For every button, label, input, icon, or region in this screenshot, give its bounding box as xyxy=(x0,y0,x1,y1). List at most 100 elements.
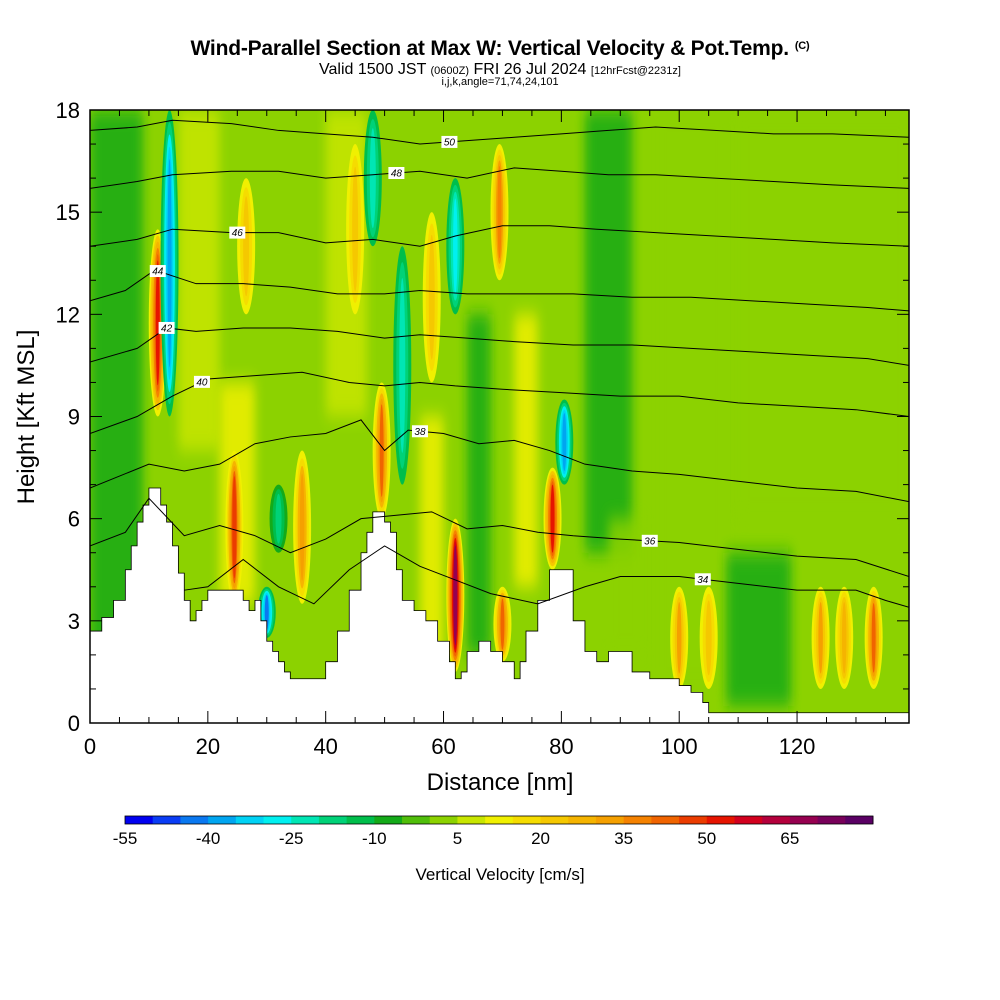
theta-label-42: 42 xyxy=(161,323,173,334)
theta-label-44: 44 xyxy=(152,267,164,278)
downdraft-core-6-level-2 xyxy=(275,493,282,544)
theta-label-34: 34 xyxy=(697,575,709,586)
theta-label-38: 38 xyxy=(414,427,426,438)
field-band-10 xyxy=(514,314,538,587)
field-band-4 xyxy=(584,110,633,553)
chart-title: Wind-Parallel Section at Max W: Vertical… xyxy=(190,37,810,60)
colorbar-label-65: 65 xyxy=(780,829,799,848)
colorbar-swatch-24 xyxy=(789,816,819,824)
field-band-9 xyxy=(419,416,444,672)
colorbar-label-35: 35 xyxy=(614,829,633,848)
downdraft-core-4-level-4 xyxy=(562,413,567,471)
downdraft-core-3-level-3 xyxy=(453,198,458,294)
updraft-core-12-level-2 xyxy=(705,600,712,676)
colorbar-swatch-1 xyxy=(152,816,181,824)
colorbar-swatch-19 xyxy=(651,816,680,824)
theta-contour-50 xyxy=(90,119,909,145)
updraft-core-9-level-2 xyxy=(352,166,359,292)
terrain-profile xyxy=(89,487,910,724)
colorbar-label-5: 5 xyxy=(453,829,462,848)
colorbar-swatch-0 xyxy=(125,816,154,824)
updraft-core-14-level-3 xyxy=(841,602,847,674)
theta-label-bg-36 xyxy=(641,534,658,547)
colorbar-swatch-20 xyxy=(679,816,708,824)
colorbar-swatch-7 xyxy=(318,816,348,824)
updraft-core-7-level-5 xyxy=(550,484,555,553)
colorbar-label--25: -25 xyxy=(279,829,304,848)
theta-label-bg-42 xyxy=(158,321,175,334)
colorbar-frame xyxy=(124,815,874,825)
field-band-7 xyxy=(738,110,909,519)
x-tick-label-0: 0 xyxy=(84,734,96,759)
y-tick-label-3: 3 xyxy=(68,609,80,634)
downdraft-core-2-level-2 xyxy=(399,278,406,453)
theta-contour-42 xyxy=(90,327,909,366)
updraft-core-13-level-3 xyxy=(818,602,823,674)
field-band-11 xyxy=(608,518,644,655)
theta-label-bg-38 xyxy=(411,425,428,438)
y-tick-label-9: 9 xyxy=(68,405,80,430)
x-tick-label-120: 120 xyxy=(779,734,816,759)
colorbar-swatch-2 xyxy=(180,816,209,824)
field-band-5 xyxy=(655,110,727,689)
updraft-core-10-level-2 xyxy=(428,234,435,360)
updraft-core-11-level-3 xyxy=(676,602,682,674)
colorbar-label--10: -10 xyxy=(362,829,387,848)
colorbar-swatch-6 xyxy=(291,816,320,824)
colorbar-swatch-23 xyxy=(762,816,791,824)
x-tick-label-100: 100 xyxy=(661,734,698,759)
downdraft-core-5-level-2 xyxy=(369,128,376,229)
theta-contours: 34 36 38 40 42 44 46 48 50 xyxy=(90,119,909,608)
theta-label-36: 36 xyxy=(644,536,656,547)
colorbar-label-50: 50 xyxy=(697,829,716,848)
colorbar-label-20: 20 xyxy=(531,829,550,848)
updraft-core-8-level-2 xyxy=(243,196,250,297)
theta-label-bg-50 xyxy=(441,135,458,148)
x-tick-label-80: 80 xyxy=(549,734,573,759)
theta-label-bg-48 xyxy=(388,167,405,180)
y-axis-label: Height [Kft MSL] xyxy=(13,330,40,505)
y-tick-label-6: 6 xyxy=(68,507,80,532)
colorbar-swatch-3 xyxy=(208,816,237,824)
colorbar-swatch-15 xyxy=(540,816,569,824)
theta-contour-46 xyxy=(90,225,909,247)
theta-contour-44 xyxy=(90,269,909,312)
y-tick-label-0: 0 xyxy=(68,711,80,736)
updraft-core-5-level-4 xyxy=(500,598,505,650)
colorbar-swatch-12 xyxy=(457,816,486,824)
colorbar-swatch-4 xyxy=(235,816,265,824)
theta-label-46: 46 xyxy=(232,228,244,239)
copyright-mark: (C) xyxy=(794,40,810,52)
colorbar-swatch-10 xyxy=(402,816,431,824)
x-tick-label-60: 60 xyxy=(431,734,455,759)
updraft-core-4-level-7 xyxy=(453,545,458,646)
theta-contour-34 xyxy=(184,545,909,608)
colorbar-swatch-5 xyxy=(263,816,292,824)
colorbar-swatch-26 xyxy=(845,816,874,824)
y-tick-label-18: 18 xyxy=(56,98,80,123)
colorbar-swatch-14 xyxy=(512,816,542,824)
updraft-core-0-level-5 xyxy=(155,260,160,386)
theta-label-bg-44 xyxy=(149,265,166,278)
updraft-core-3-level-4 xyxy=(379,404,384,497)
theta-contour-48 xyxy=(90,167,909,189)
colorbar: -55 -40 -25 -10 5 20 35 50 65 xyxy=(113,815,874,848)
terrain xyxy=(89,487,910,724)
field-band-3 xyxy=(467,314,491,655)
colorbar-swatch-25 xyxy=(817,816,846,824)
grid-params-line: i,j,k,angle=71,74,24,101 xyxy=(441,76,559,88)
colorbar-swatch-16 xyxy=(568,816,597,824)
colorbar-swatch-11 xyxy=(429,816,458,824)
theta-label-50: 50 xyxy=(444,137,456,148)
downdraft-core-0-level-4 xyxy=(167,159,172,368)
theta-label-40: 40 xyxy=(196,377,208,388)
colorbar-swatch-22 xyxy=(734,816,763,824)
theta-contour-36 xyxy=(90,497,909,578)
x-tick-label-20: 20 xyxy=(196,734,220,759)
updraft-core-15-level-4 xyxy=(871,603,876,673)
x-axis-label: Distance [nm] xyxy=(427,769,574,796)
y-tick-label-15: 15 xyxy=(56,200,80,225)
updraft-core-6-level-4 xyxy=(497,165,502,259)
